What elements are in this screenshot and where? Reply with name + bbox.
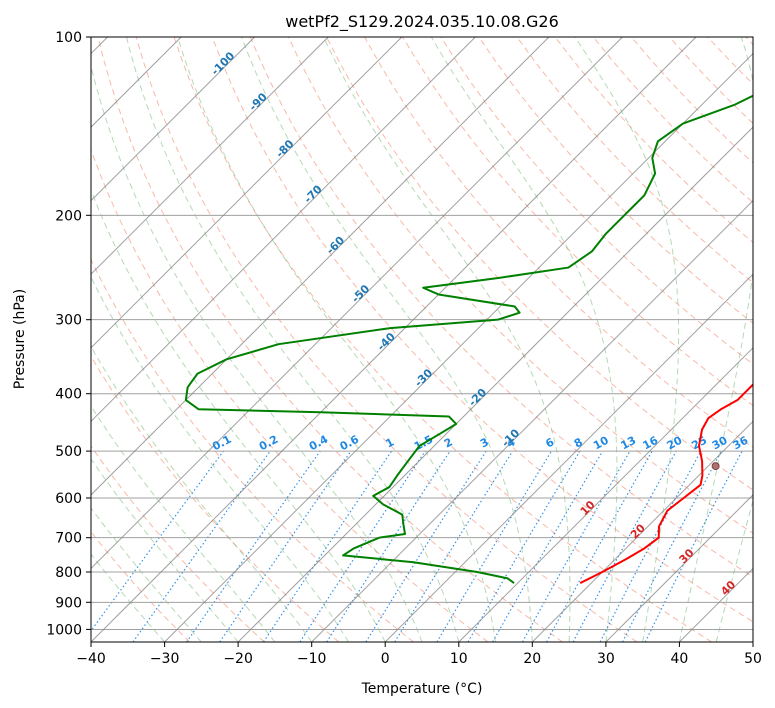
mixing-ratio-line <box>572 450 677 642</box>
mixing-ratio-label: 13 <box>619 434 639 453</box>
isotherm-line <box>605 494 753 642</box>
temperature-profile <box>579 383 753 584</box>
y-tick-label: 500 <box>55 444 82 460</box>
mixing-ratio-line <box>263 450 393 642</box>
isotherm-line <box>91 37 476 423</box>
mixing-ratio-line <box>521 450 631 642</box>
x-axis-title: Temperature (°C) <box>361 681 483 697</box>
dry-adiabat <box>173 37 713 642</box>
dry-adiabat <box>326 37 753 491</box>
x-tick-label: 0 <box>381 651 390 667</box>
isotherm-line <box>531 420 753 642</box>
moist-adiabat <box>91 507 202 642</box>
mixing-ratio-line <box>186 450 321 642</box>
y-tick-label: 900 <box>55 595 82 611</box>
isotherm-line <box>164 52 753 642</box>
x-tick-label: 40 <box>670 651 688 667</box>
y-tick-label: 800 <box>55 565 82 581</box>
moist-adiabat <box>177 37 497 642</box>
mixing-ratio-line <box>546 450 653 642</box>
x-tick-label: −20 <box>223 651 253 667</box>
moist-adiabat <box>430 37 618 642</box>
x-tick-label: 10 <box>450 651 468 667</box>
moist-adiabat <box>91 64 423 642</box>
mixing-ratio-label: 30 <box>710 434 730 453</box>
mixing-ratio-line <box>91 450 225 632</box>
mixing-ratio-lines <box>91 450 743 642</box>
dry-adiabat <box>211 37 753 623</box>
isotherm-line <box>311 199 753 642</box>
isotherm-line <box>91 37 697 642</box>
x-axis: −40 −30 −20 −10 0 10 20 30 40 50 <box>76 642 762 667</box>
sounding-profiles <box>184 94 753 584</box>
mixing-ratio-line <box>644 450 743 642</box>
dry-adiabat <box>287 37 753 534</box>
mixing-ratio-label: 10 <box>591 434 611 453</box>
mixing-ratio-line <box>394 450 514 642</box>
dry-adiabat <box>91 445 265 642</box>
moist-adiabat <box>125 37 460 642</box>
dewpoint-profile <box>184 94 753 584</box>
moist-adiabat <box>91 553 165 642</box>
plot-frame <box>90 36 754 643</box>
x-tick-label: −40 <box>76 651 106 667</box>
parcel-marker <box>711 462 720 471</box>
isotherm-line <box>91 37 256 202</box>
mixing-ratio-line <box>219 450 352 642</box>
dry-adiabat <box>135 37 638 642</box>
isobar-lines <box>91 37 753 630</box>
moist-adiabat <box>574 37 680 642</box>
isotherm-line <box>384 273 753 642</box>
y-tick-label: 600 <box>55 491 82 507</box>
y-tick-label: 300 <box>55 313 82 329</box>
y-tick-label: 100 <box>55 30 82 46</box>
y-axis: 100 200 300 400 500 600 700 800 900 1000 <box>46 30 91 638</box>
dry-adiabats <box>91 37 753 642</box>
x-tick-label: 20 <box>523 651 541 667</box>
moist-adiabat <box>241 37 533 642</box>
plot-area: 0.1 0.2 0.4 0.6 1 1.5 2 3 4 6 8 10 13 16 20 25 30 36-100-… <box>91 37 753 642</box>
isotherm-line <box>91 37 623 570</box>
moist-adiabat <box>715 498 753 642</box>
moist-adiabat <box>91 405 276 642</box>
x-tick-label: −10 <box>297 651 327 667</box>
mixing-ratio-line <box>299 450 426 642</box>
isotherm-line <box>91 37 403 349</box>
mixing-ratio-line <box>326 450 451 642</box>
moist-adiabat <box>678 37 753 642</box>
isotherm-line <box>91 37 550 496</box>
dry-adiabat <box>249 37 753 578</box>
y-tick-label: 400 <box>55 387 82 403</box>
y-tick-label: 1000 <box>46 622 82 638</box>
moist-adiabats <box>91 37 753 642</box>
y-tick-label: 200 <box>55 208 82 224</box>
chart-title: wetPf2_S129.2024.035.10.08.G26 <box>285 12 559 32</box>
dry-adiabat <box>97 37 563 642</box>
isotherm-line <box>91 37 329 275</box>
isotherm-line <box>237 126 753 642</box>
x-tick-label: 50 <box>744 651 762 667</box>
moist-adiabat <box>91 275 349 642</box>
y-axis-title: Pressure (hPa) <box>12 289 28 389</box>
mixing-ratio-line <box>132 450 271 642</box>
moist-adiabat <box>91 188 386 642</box>
moist-adiabat <box>91 458 239 642</box>
x-tick-label: 30 <box>597 651 615 667</box>
mixing-ratio-label: 16 <box>641 434 661 453</box>
dry-adiabat <box>91 355 340 642</box>
x-tick-label: −30 <box>150 651 180 667</box>
dry-adiabat <box>91 258 414 642</box>
isotherm-lines <box>91 37 753 642</box>
isotherm-line <box>458 347 753 642</box>
mixing-ratio-label: 36 <box>731 434 751 453</box>
y-tick-label: 700 <box>55 531 82 547</box>
mixing-ratio-label: 20 <box>665 434 685 453</box>
